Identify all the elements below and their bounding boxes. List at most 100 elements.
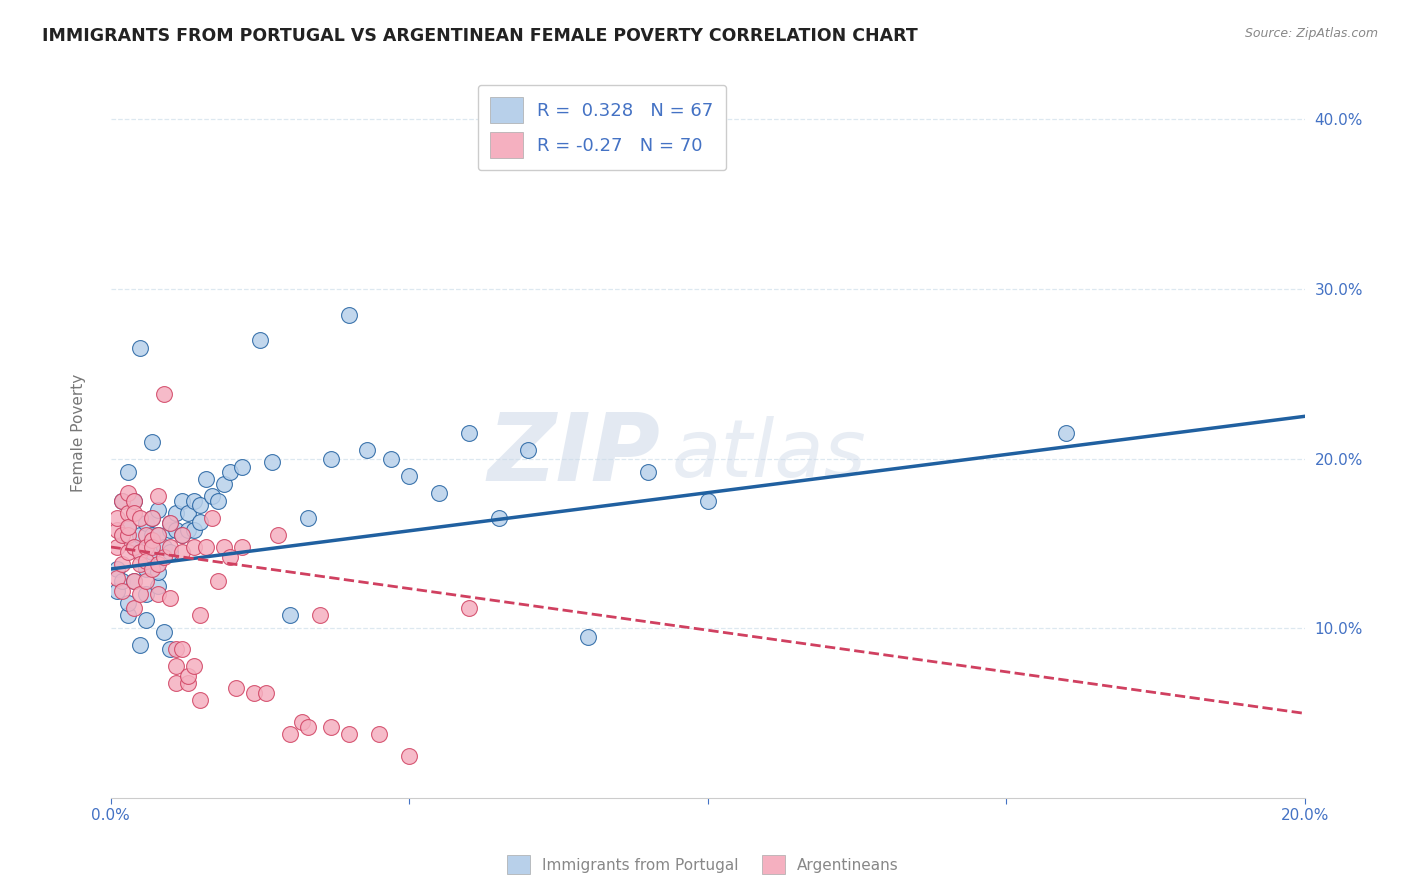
Point xyxy=(159,545,181,559)
Point xyxy=(135,553,157,567)
Point xyxy=(278,607,301,622)
Point xyxy=(129,545,152,559)
Point xyxy=(141,533,163,548)
Point xyxy=(1054,426,1077,441)
Point xyxy=(117,485,139,500)
Point xyxy=(105,570,128,584)
Point xyxy=(457,601,479,615)
Point xyxy=(254,686,277,700)
Point xyxy=(117,596,139,610)
Point xyxy=(172,494,194,508)
Point xyxy=(219,550,242,565)
Point xyxy=(165,675,187,690)
Point xyxy=(129,545,152,559)
Point xyxy=(135,528,157,542)
Point xyxy=(267,528,290,542)
Point xyxy=(249,333,271,347)
Point xyxy=(141,511,163,525)
Point xyxy=(183,523,205,537)
Point xyxy=(129,587,152,601)
Point xyxy=(117,519,139,533)
Point xyxy=(337,308,360,322)
Point xyxy=(135,562,157,576)
Point xyxy=(195,472,218,486)
Text: IMMIGRANTS FROM PORTUGAL VS ARGENTINEAN FEMALE POVERTY CORRELATION CHART: IMMIGRANTS FROM PORTUGAL VS ARGENTINEAN … xyxy=(42,27,918,45)
Point xyxy=(129,528,152,542)
Point xyxy=(153,387,176,401)
Point xyxy=(380,451,402,466)
Point xyxy=(117,607,139,622)
Point xyxy=(111,557,134,571)
Point xyxy=(337,726,360,740)
Point xyxy=(135,613,157,627)
Point xyxy=(165,658,187,673)
Point xyxy=(398,468,420,483)
Point xyxy=(124,506,146,520)
Legend: Immigrants from Portugal, Argentineans: Immigrants from Portugal, Argentineans xyxy=(501,849,905,880)
Point xyxy=(637,465,659,479)
Point xyxy=(177,675,200,690)
Point xyxy=(124,601,146,615)
Point xyxy=(297,511,319,525)
Point xyxy=(148,528,170,542)
Point xyxy=(356,443,378,458)
Point xyxy=(141,562,163,576)
Point xyxy=(183,540,205,554)
Point xyxy=(129,342,152,356)
Point xyxy=(231,460,253,475)
Point xyxy=(105,562,128,576)
Point xyxy=(188,607,211,622)
Point xyxy=(172,528,194,542)
Point xyxy=(117,519,139,533)
Point xyxy=(111,528,134,542)
Point xyxy=(172,528,194,542)
Point xyxy=(165,523,187,537)
Point xyxy=(124,540,146,554)
Point xyxy=(159,516,181,531)
Point xyxy=(148,587,170,601)
Point xyxy=(260,455,283,469)
Point xyxy=(124,574,146,588)
Point xyxy=(124,540,146,554)
Point xyxy=(135,587,157,601)
Point xyxy=(141,511,163,525)
Point xyxy=(278,726,301,740)
Point xyxy=(225,681,247,695)
Point xyxy=(188,515,211,529)
Point xyxy=(165,641,187,656)
Point xyxy=(117,465,139,479)
Point xyxy=(183,494,205,508)
Legend: R =  0.328   N = 67, R = -0.27   N = 70: R = 0.328 N = 67, R = -0.27 N = 70 xyxy=(478,85,727,170)
Point xyxy=(117,506,139,520)
Point xyxy=(105,511,128,525)
Text: Source: ZipAtlas.com: Source: ZipAtlas.com xyxy=(1244,27,1378,40)
Point xyxy=(188,498,211,512)
Point xyxy=(243,686,266,700)
Point xyxy=(148,489,170,503)
Point xyxy=(165,506,187,520)
Point xyxy=(696,494,718,508)
Point xyxy=(291,714,314,729)
Point xyxy=(427,485,450,500)
Point xyxy=(153,550,176,565)
Point xyxy=(141,540,163,554)
Point xyxy=(457,426,479,441)
Point xyxy=(177,669,200,683)
Point xyxy=(201,511,224,525)
Point xyxy=(368,726,391,740)
Point xyxy=(124,494,146,508)
Point xyxy=(141,434,163,449)
Point xyxy=(172,545,194,559)
Point xyxy=(141,528,163,542)
Point xyxy=(517,443,540,458)
Point xyxy=(148,557,170,571)
Point xyxy=(321,451,343,466)
Point xyxy=(207,494,229,508)
Point xyxy=(111,494,134,508)
Text: atlas: atlas xyxy=(672,417,866,494)
Point xyxy=(177,523,200,537)
Point xyxy=(111,528,134,542)
Point xyxy=(159,540,181,554)
Point xyxy=(201,489,224,503)
Point xyxy=(308,607,330,622)
